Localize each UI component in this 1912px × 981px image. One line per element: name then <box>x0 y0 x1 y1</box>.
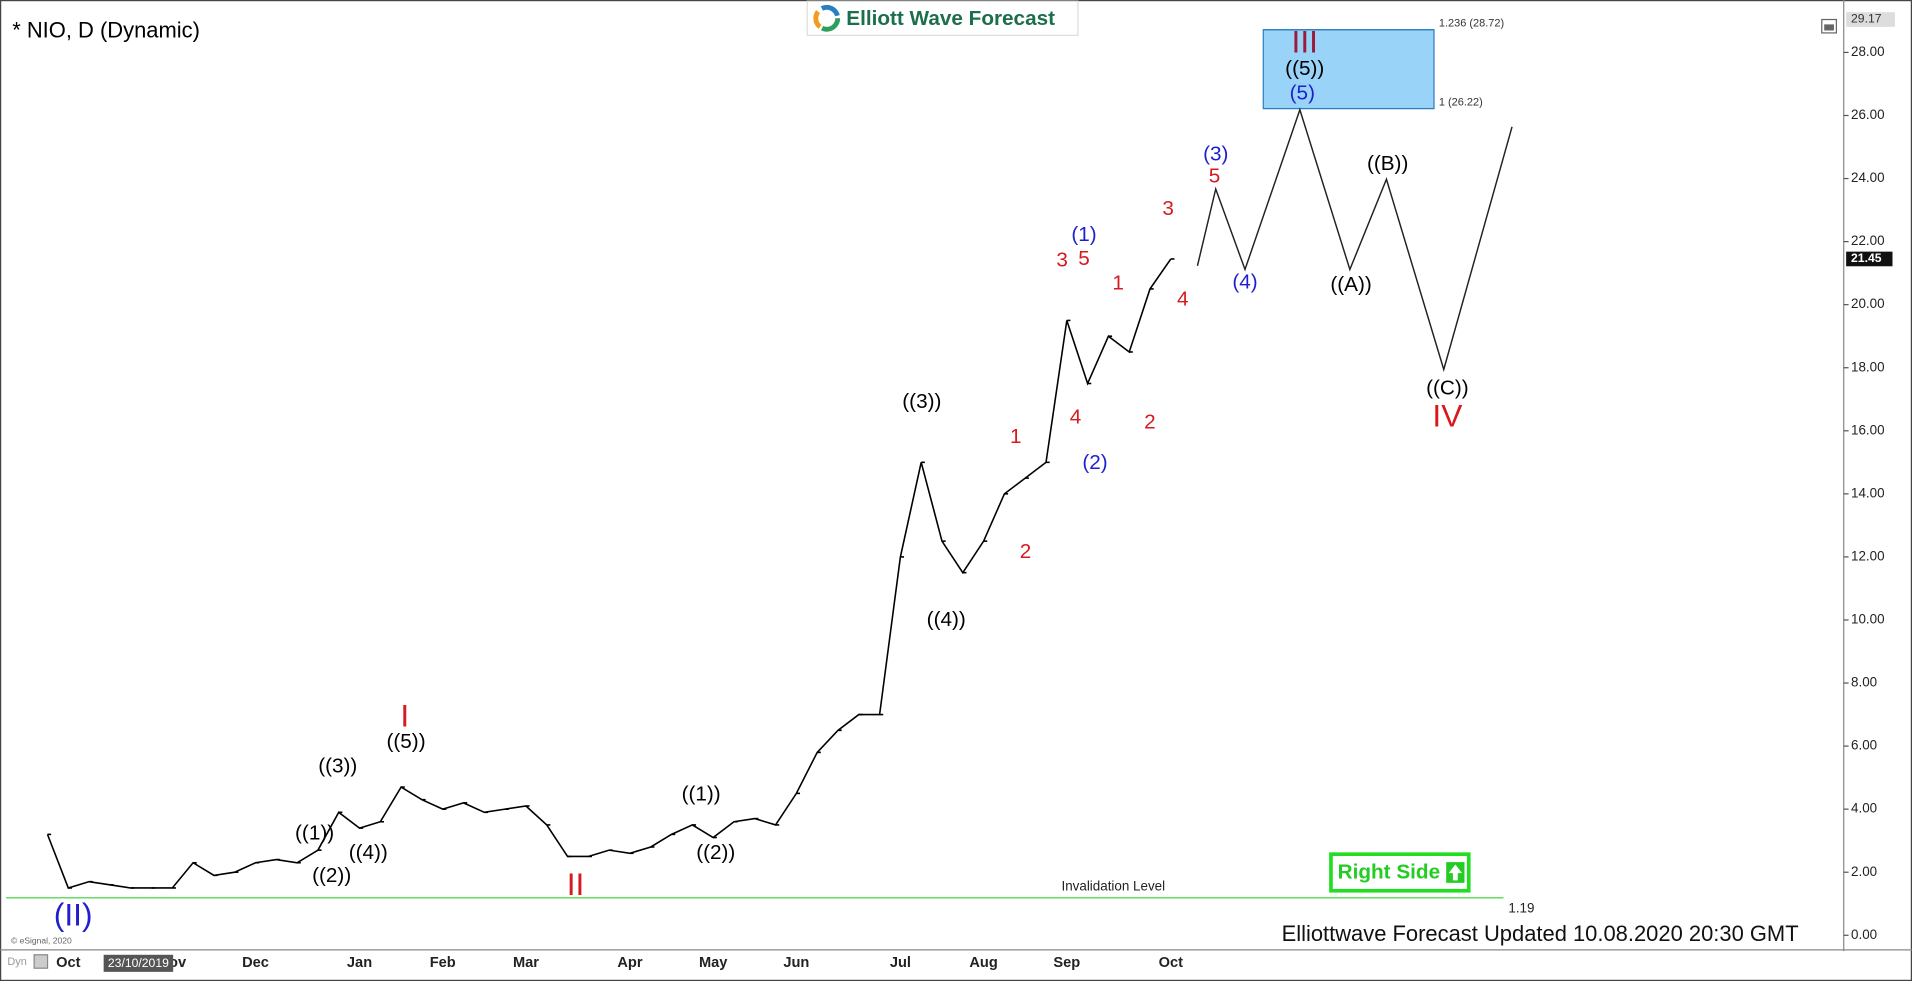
x-tick-label: Jun <box>783 955 809 971</box>
x-tick-label: Jan <box>347 955 372 971</box>
invalidation-value: 1.19 <box>1508 900 1534 915</box>
right-side-button: Right Side <box>1329 852 1471 893</box>
wave-label: ((A)) <box>1330 273 1371 296</box>
y-tick-label: 0.00 <box>1851 927 1877 942</box>
logo-text: Elliott Wave Forecast <box>846 7 1055 30</box>
wave-label: ((1)) <box>295 822 334 845</box>
x-tick-label: Oct <box>1159 955 1184 971</box>
button-arrow <box>1448 864 1463 881</box>
wave-label: ((4)) <box>349 841 388 864</box>
forecast-path <box>1196 107 1513 373</box>
wave-label: II <box>567 866 585 902</box>
logo: Elliott Wave Forecast <box>806 0 1079 36</box>
wave-label: 1 <box>1112 272 1124 295</box>
wave-label: 5 <box>1209 164 1221 187</box>
x-tick-label: Mar <box>513 955 539 971</box>
x-tick-label: Sep <box>1053 955 1080 971</box>
wave-label: ((3)) <box>902 390 941 413</box>
wave-label: ((4)) <box>927 608 966 631</box>
target-box <box>1262 29 1435 110</box>
fib-label: 1.236 (28.72) <box>1439 18 1504 30</box>
y-tick-label: 2.00 <box>1851 864 1877 879</box>
x-tick-label: Jul <box>890 955 911 971</box>
wave-label: (5) <box>1290 81 1315 104</box>
fib-label: 1 (26.22) <box>1439 96 1483 108</box>
cursor-date: 23/10/2019 <box>108 956 169 970</box>
wave-label: ((C)) <box>1426 376 1469 399</box>
y-tick-label: 14.00 <box>1851 485 1885 500</box>
y-tick-label: 12.00 <box>1851 548 1885 563</box>
wave-label: III <box>1292 23 1318 59</box>
footer-text: Elliottwave Forecast Updated 10.08.2020 … <box>1282 921 1799 946</box>
wave-label: 2 <box>1020 540 1032 563</box>
x-tick-label: Aug <box>969 955 997 971</box>
window-icon <box>1824 24 1834 31</box>
plot-area: 1.236 (28.72) 1 (26.22) Invalidation Level… <box>6 12 1895 972</box>
corner-label: Dyn <box>7 956 27 968</box>
wave-label: 4 <box>1070 406 1082 429</box>
x-tick-label: May <box>699 955 728 971</box>
corner-icon <box>33 954 49 969</box>
y-tick-label: 4.00 <box>1851 801 1877 816</box>
wave-label: IV <box>1432 398 1462 434</box>
y-tick-label: 24.00 <box>1851 170 1885 185</box>
wave-label: ((1)) <box>682 783 721 806</box>
wave-label: ((3)) <box>318 754 357 777</box>
wave-label: 5 <box>1078 247 1090 270</box>
wave-label: I <box>400 698 409 734</box>
y-tick-label: 8.00 <box>1851 675 1877 690</box>
wave-label: (II) <box>54 896 93 932</box>
x-tick-label: Dec <box>242 955 269 971</box>
x-tick-label: Oct <box>56 955 81 971</box>
button-text: Right Side <box>1338 861 1440 884</box>
wave-label: 3 <box>1056 248 1068 271</box>
wave-label: (4) <box>1232 270 1257 293</box>
wave-label: (1) <box>1071 223 1096 246</box>
wave-label: 4 <box>1177 287 1189 310</box>
top-range-box <box>1846 12 1895 27</box>
wave-label: 2 <box>1144 411 1156 434</box>
wave-label: ((2)) <box>696 841 735 864</box>
wave-label: (2) <box>1082 451 1107 474</box>
logo-icon <box>813 4 841 32</box>
x-tick-label: Feb <box>430 955 456 971</box>
last-price-box <box>1846 251 1893 267</box>
credit: © eSignal, 2020 <box>11 936 72 946</box>
top-range-label: 29.17 <box>1851 12 1882 26</box>
y-tick-label: 26.00 <box>1851 107 1885 122</box>
last-price-label: 21.45 <box>1851 251 1882 265</box>
wave-label: ((5)) <box>386 730 425 753</box>
y-tick-label: 6.00 <box>1851 738 1877 753</box>
y-tick-label: 20.00 <box>1851 296 1885 311</box>
button-frame <box>1329 852 1471 893</box>
logo-icon <box>813 4 841 32</box>
x-tick-label: Apr <box>617 955 642 971</box>
y-tick-label: 10.00 <box>1851 612 1885 627</box>
y-tick-label: 18.00 <box>1851 359 1885 374</box>
chart-title: * NIO, D (Dynamic) <box>12 18 200 43</box>
logo-box <box>806 0 1079 36</box>
wave-label: 1 <box>1010 425 1022 448</box>
y-tick-label: 22.00 <box>1851 233 1885 248</box>
invalidation-label: Invalidation Level <box>1061 878 1165 893</box>
wave-label: (3) <box>1203 142 1228 165</box>
logo-icon <box>813 4 841 32</box>
wave-label: ((2)) <box>312 864 351 887</box>
y-tick-label: 28.00 <box>1851 44 1885 59</box>
wave-label: 3 <box>1162 197 1174 220</box>
wave-label: ((B)) <box>1367 152 1408 175</box>
wave-label: ((5)) <box>1285 57 1324 80</box>
annotations: ((1))((2))((3))((4))((5))III(II)((1))((2… <box>54 23 1469 932</box>
y-tick-label: 16.00 <box>1851 422 1885 437</box>
cursor-date-box <box>103 954 174 972</box>
